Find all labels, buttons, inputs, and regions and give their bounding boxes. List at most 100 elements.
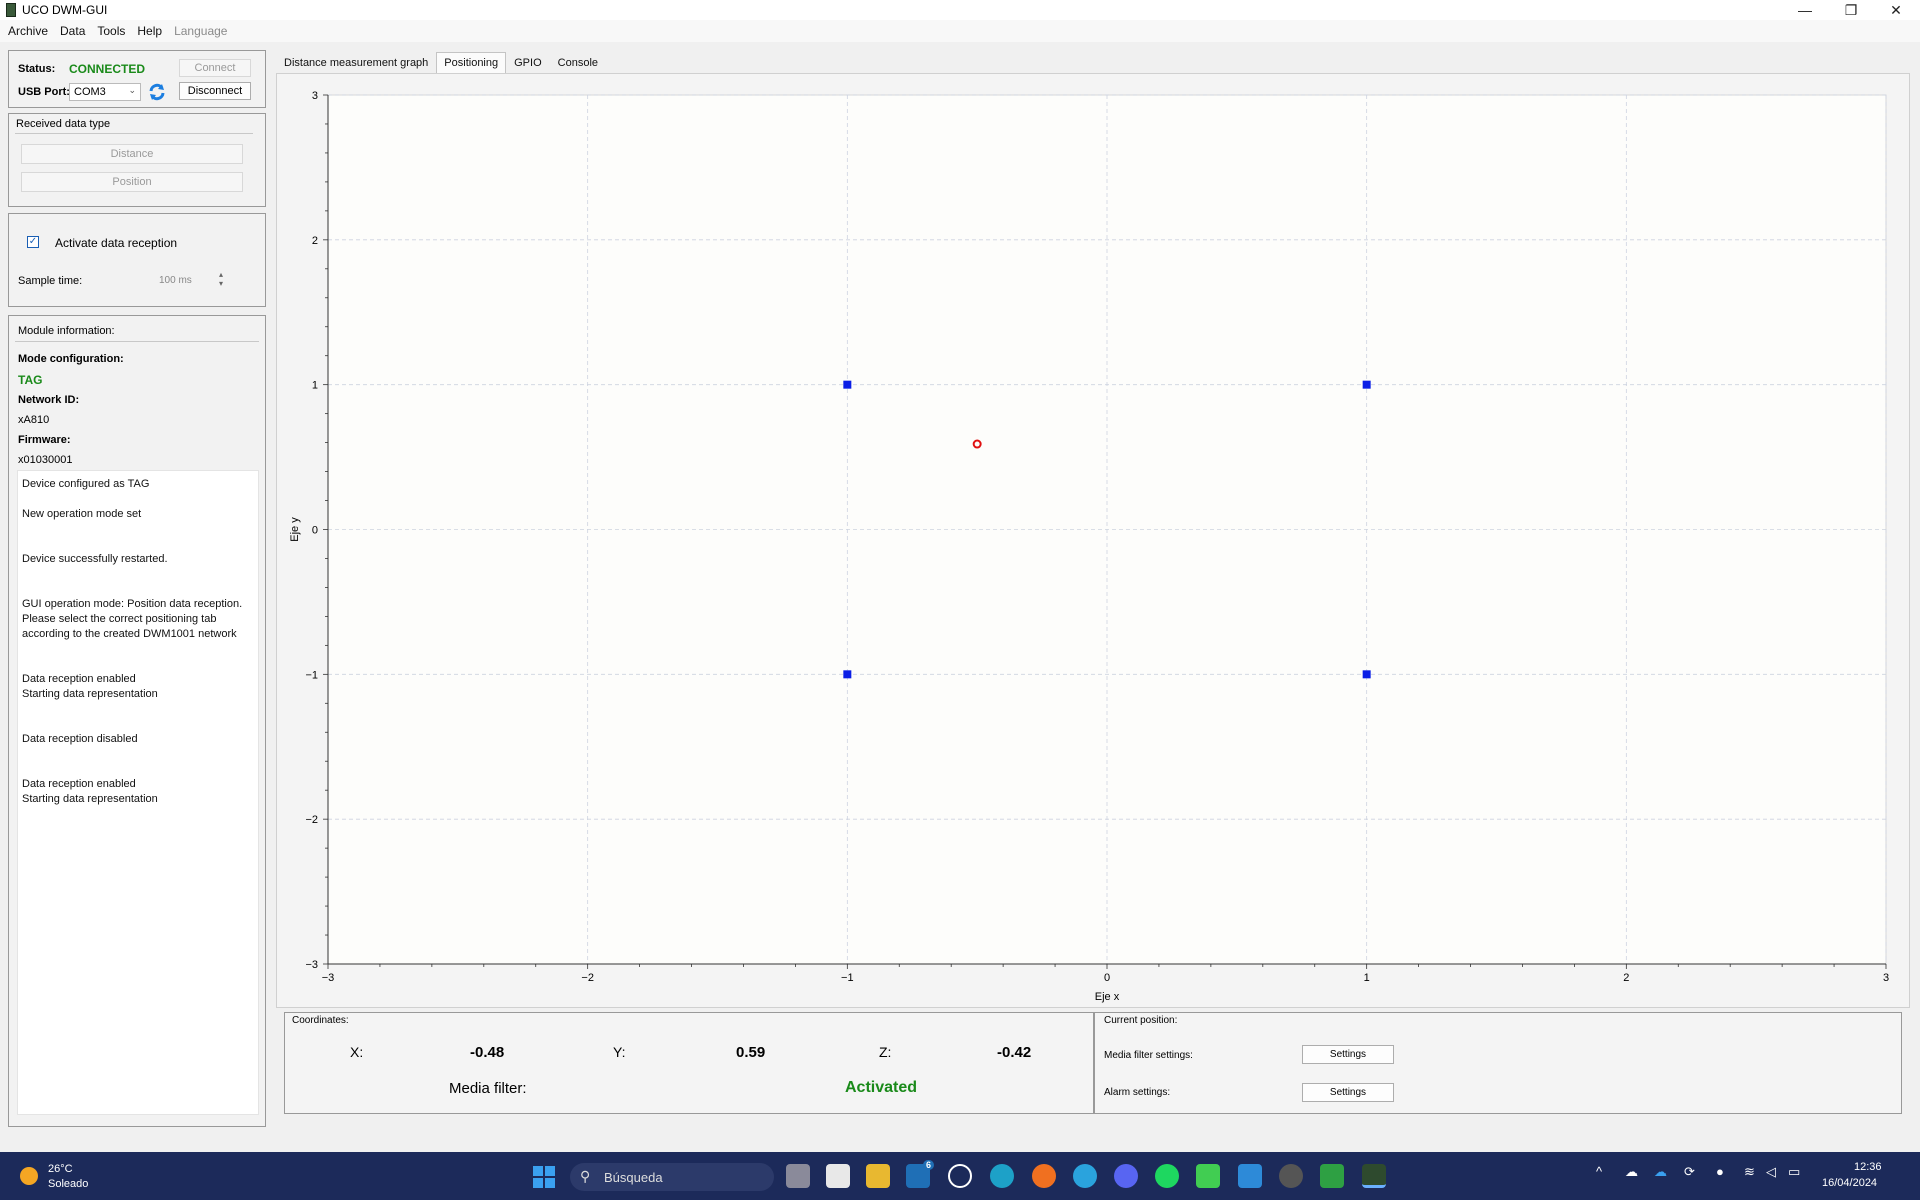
log-line: Data reception disabled xyxy=(22,733,138,745)
mode-config-label: Mode configuration: xyxy=(18,353,124,365)
tab-positioning[interactable]: Positioning xyxy=(436,52,507,74)
sample-time-spinbox[interactable]: 100 ms ▴ ▾ xyxy=(129,270,233,290)
tab-gpio[interactable]: GPIO xyxy=(514,57,542,69)
sync-icon[interactable]: ⟳ xyxy=(1684,1164,1695,1179)
log-line: GUI operation mode: Position data recept… xyxy=(22,598,243,610)
spin-down-icon[interactable]: ▾ xyxy=(219,279,224,288)
log-line: Device successfully restarted. xyxy=(22,553,168,565)
position-button[interactable]: Position xyxy=(21,172,243,192)
task-view-icon[interactable] xyxy=(786,1164,810,1188)
activate-checkbox[interactable]: ✓ xyxy=(27,236,39,248)
sun-icon[interactable] xyxy=(20,1167,38,1185)
minimize-button[interactable]: — xyxy=(1798,2,1812,18)
alarm-settings-button[interactable]: Settings xyxy=(1302,1083,1394,1102)
notepad-icon[interactable] xyxy=(1238,1164,1262,1188)
obs-icon[interactable] xyxy=(1279,1164,1303,1188)
usb-port-value: COM3 xyxy=(74,86,106,98)
divider xyxy=(15,341,259,342)
coordinates-group: Coordinates: X: -0.48 Y: 0.59 Z: -0.42 M… xyxy=(284,1012,1094,1114)
log-line: Please select the correct positioning ta… xyxy=(22,613,217,625)
position-chart: −3 −2 −1 0 1 2 3 −3 −2 −1 0 1 2 3 Eje x Eje y xyxy=(289,90,1889,1003)
steam-icon[interactable]: 6 xyxy=(906,1160,934,1188)
x-tick-label: 1 xyxy=(1364,972,1370,984)
discord-icon[interactable] xyxy=(1114,1164,1138,1188)
log-line xyxy=(18,747,258,762)
log-line xyxy=(18,492,258,507)
anchor-point xyxy=(1362,380,1371,389)
network-id-value: xA810 xyxy=(18,414,50,426)
weather-description: Soleado xyxy=(48,1178,89,1190)
store-icon[interactable] xyxy=(826,1164,850,1188)
y-axis-title: Eje y xyxy=(289,517,301,542)
qt-creator-icon[interactable] xyxy=(1196,1164,1220,1188)
github-icon[interactable] xyxy=(948,1164,972,1188)
media-filter-settings-button[interactable]: Settings xyxy=(1302,1045,1394,1064)
log-line xyxy=(18,702,258,717)
battery-icon[interactable]: ▭ xyxy=(1788,1164,1801,1179)
window-title: UCO DWM-GUI xyxy=(22,3,108,17)
current-position-group: Current position: Media filter settings:… xyxy=(1094,1012,1902,1114)
tab-bar: Distance measurement graph Positioning G… xyxy=(276,52,606,74)
speaker-muted-icon[interactable]: ◁ xyxy=(1766,1164,1776,1179)
firmware-label: Firmware: xyxy=(18,434,71,446)
anchor-point xyxy=(843,670,852,679)
received-data-title: Received data type xyxy=(16,118,111,130)
dwm-gui-taskbar-icon[interactable] xyxy=(1362,1164,1386,1188)
menu-data[interactable]: Data xyxy=(60,24,86,38)
log-line: Device configured as TAG xyxy=(22,478,150,490)
log-line xyxy=(18,717,258,732)
x-tick-label: −3 xyxy=(322,972,335,984)
menu-help[interactable]: Help xyxy=(137,24,163,38)
menu-bar: Archive Data Tools Help Language xyxy=(0,20,1920,42)
spin-up-icon[interactable]: ▴ xyxy=(219,270,224,279)
module-info-title: Module information: xyxy=(18,325,115,337)
menu-language: Language xyxy=(174,24,228,38)
firefox-icon[interactable] xyxy=(1032,1164,1056,1188)
y-label: Y: xyxy=(613,1044,626,1060)
log-line xyxy=(18,657,258,672)
tab-console[interactable]: Console xyxy=(557,57,598,69)
x-tick-label: −1 xyxy=(841,972,854,984)
refresh-icon[interactable] xyxy=(147,82,167,102)
chevron-down-icon: ⌄ xyxy=(128,85,136,95)
usb-port-select[interactable]: COM3 ⌄ xyxy=(69,83,141,101)
y-value: 0.59 xyxy=(736,1044,766,1061)
windows-start-icon[interactable] xyxy=(533,1166,555,1188)
log-line xyxy=(18,537,258,552)
tag-position-point xyxy=(972,439,982,449)
cloud-icon[interactable]: ☁ xyxy=(1625,1164,1638,1179)
weather-temperature: 26°C xyxy=(48,1163,73,1175)
log-output[interactable]: Device configured as TAG New operation m… xyxy=(17,470,259,1115)
onedrive-icon[interactable]: ☁ xyxy=(1654,1164,1667,1179)
z-value: -0.42 xyxy=(997,1044,1032,1061)
wifi-icon[interactable]: ≋ xyxy=(1744,1164,1755,1179)
connect-button[interactable]: Connect xyxy=(179,59,251,77)
spotify-icon[interactable] xyxy=(1155,1164,1179,1188)
distance-button[interactable]: Distance xyxy=(21,144,243,164)
close-button[interactable]: ✕ xyxy=(1890,1,1902,18)
sample-time-value: 100 ms xyxy=(159,275,192,286)
edge-icon[interactable] xyxy=(990,1164,1014,1188)
launcher-icon[interactable] xyxy=(1320,1164,1344,1188)
coordinates-title: Coordinates: xyxy=(292,1015,349,1026)
x-tick-label: 0 xyxy=(1104,972,1110,984)
tab-distance-graph[interactable]: Distance measurement graph xyxy=(284,57,429,69)
status-value: CONNECTED xyxy=(69,62,146,76)
firmware-value: x01030001 xyxy=(18,454,73,466)
disconnect-button[interactable]: Disconnect xyxy=(179,82,251,100)
menu-archive[interactable]: Archive xyxy=(8,24,49,38)
log-line: according to the created DWM1001 network xyxy=(22,628,237,640)
microphone-icon[interactable]: ● xyxy=(1716,1164,1724,1179)
telegram-icon[interactable] xyxy=(1073,1164,1097,1188)
clock-date: 16/04/2024 xyxy=(1822,1177,1878,1189)
chevron-up-icon[interactable]: ^ xyxy=(1596,1164,1603,1179)
reception-group: ✓ Activate data reception Sample time: 1… xyxy=(8,213,266,307)
file-explorer-icon[interactable] xyxy=(866,1164,890,1188)
log-line: New operation mode set xyxy=(22,508,142,520)
taskbar-search-box[interactable]: ⚲ Búsqueda xyxy=(570,1163,774,1191)
media-filter-settings-label: Media filter settings: xyxy=(1104,1050,1193,1061)
menu-tools[interactable]: Tools xyxy=(97,24,126,38)
restore-button[interactable]: ❐ xyxy=(1844,1,1858,18)
anchor-point xyxy=(1362,670,1371,679)
log-line: Data reception enabled xyxy=(22,778,136,790)
